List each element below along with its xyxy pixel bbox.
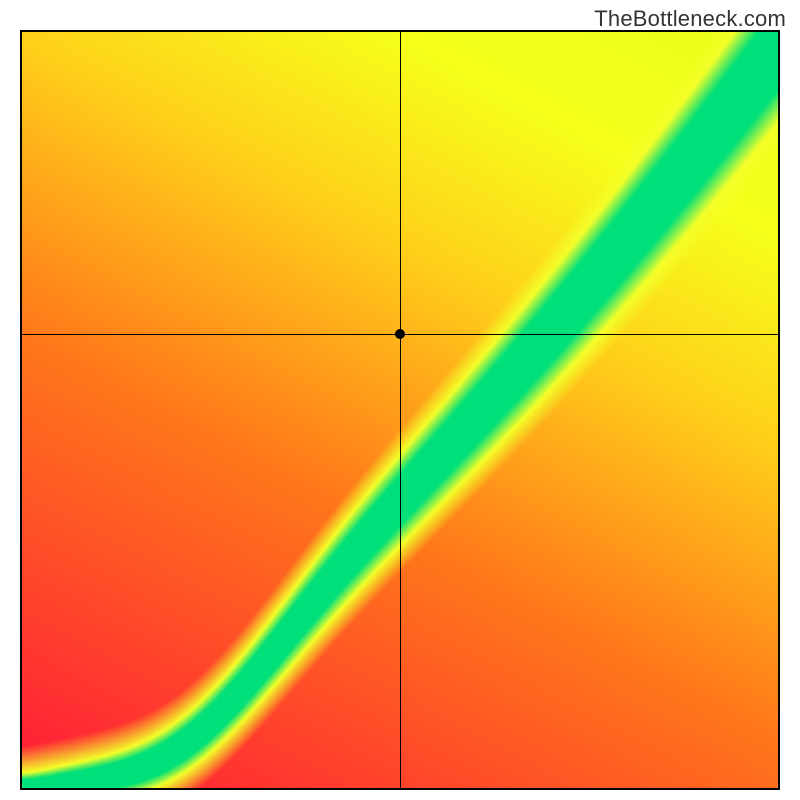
- crosshair-vertical: [400, 32, 401, 788]
- crosshair-marker: [395, 329, 405, 339]
- heatmap-plot: [20, 30, 780, 790]
- watermark-text: TheBottleneck.com: [594, 6, 786, 32]
